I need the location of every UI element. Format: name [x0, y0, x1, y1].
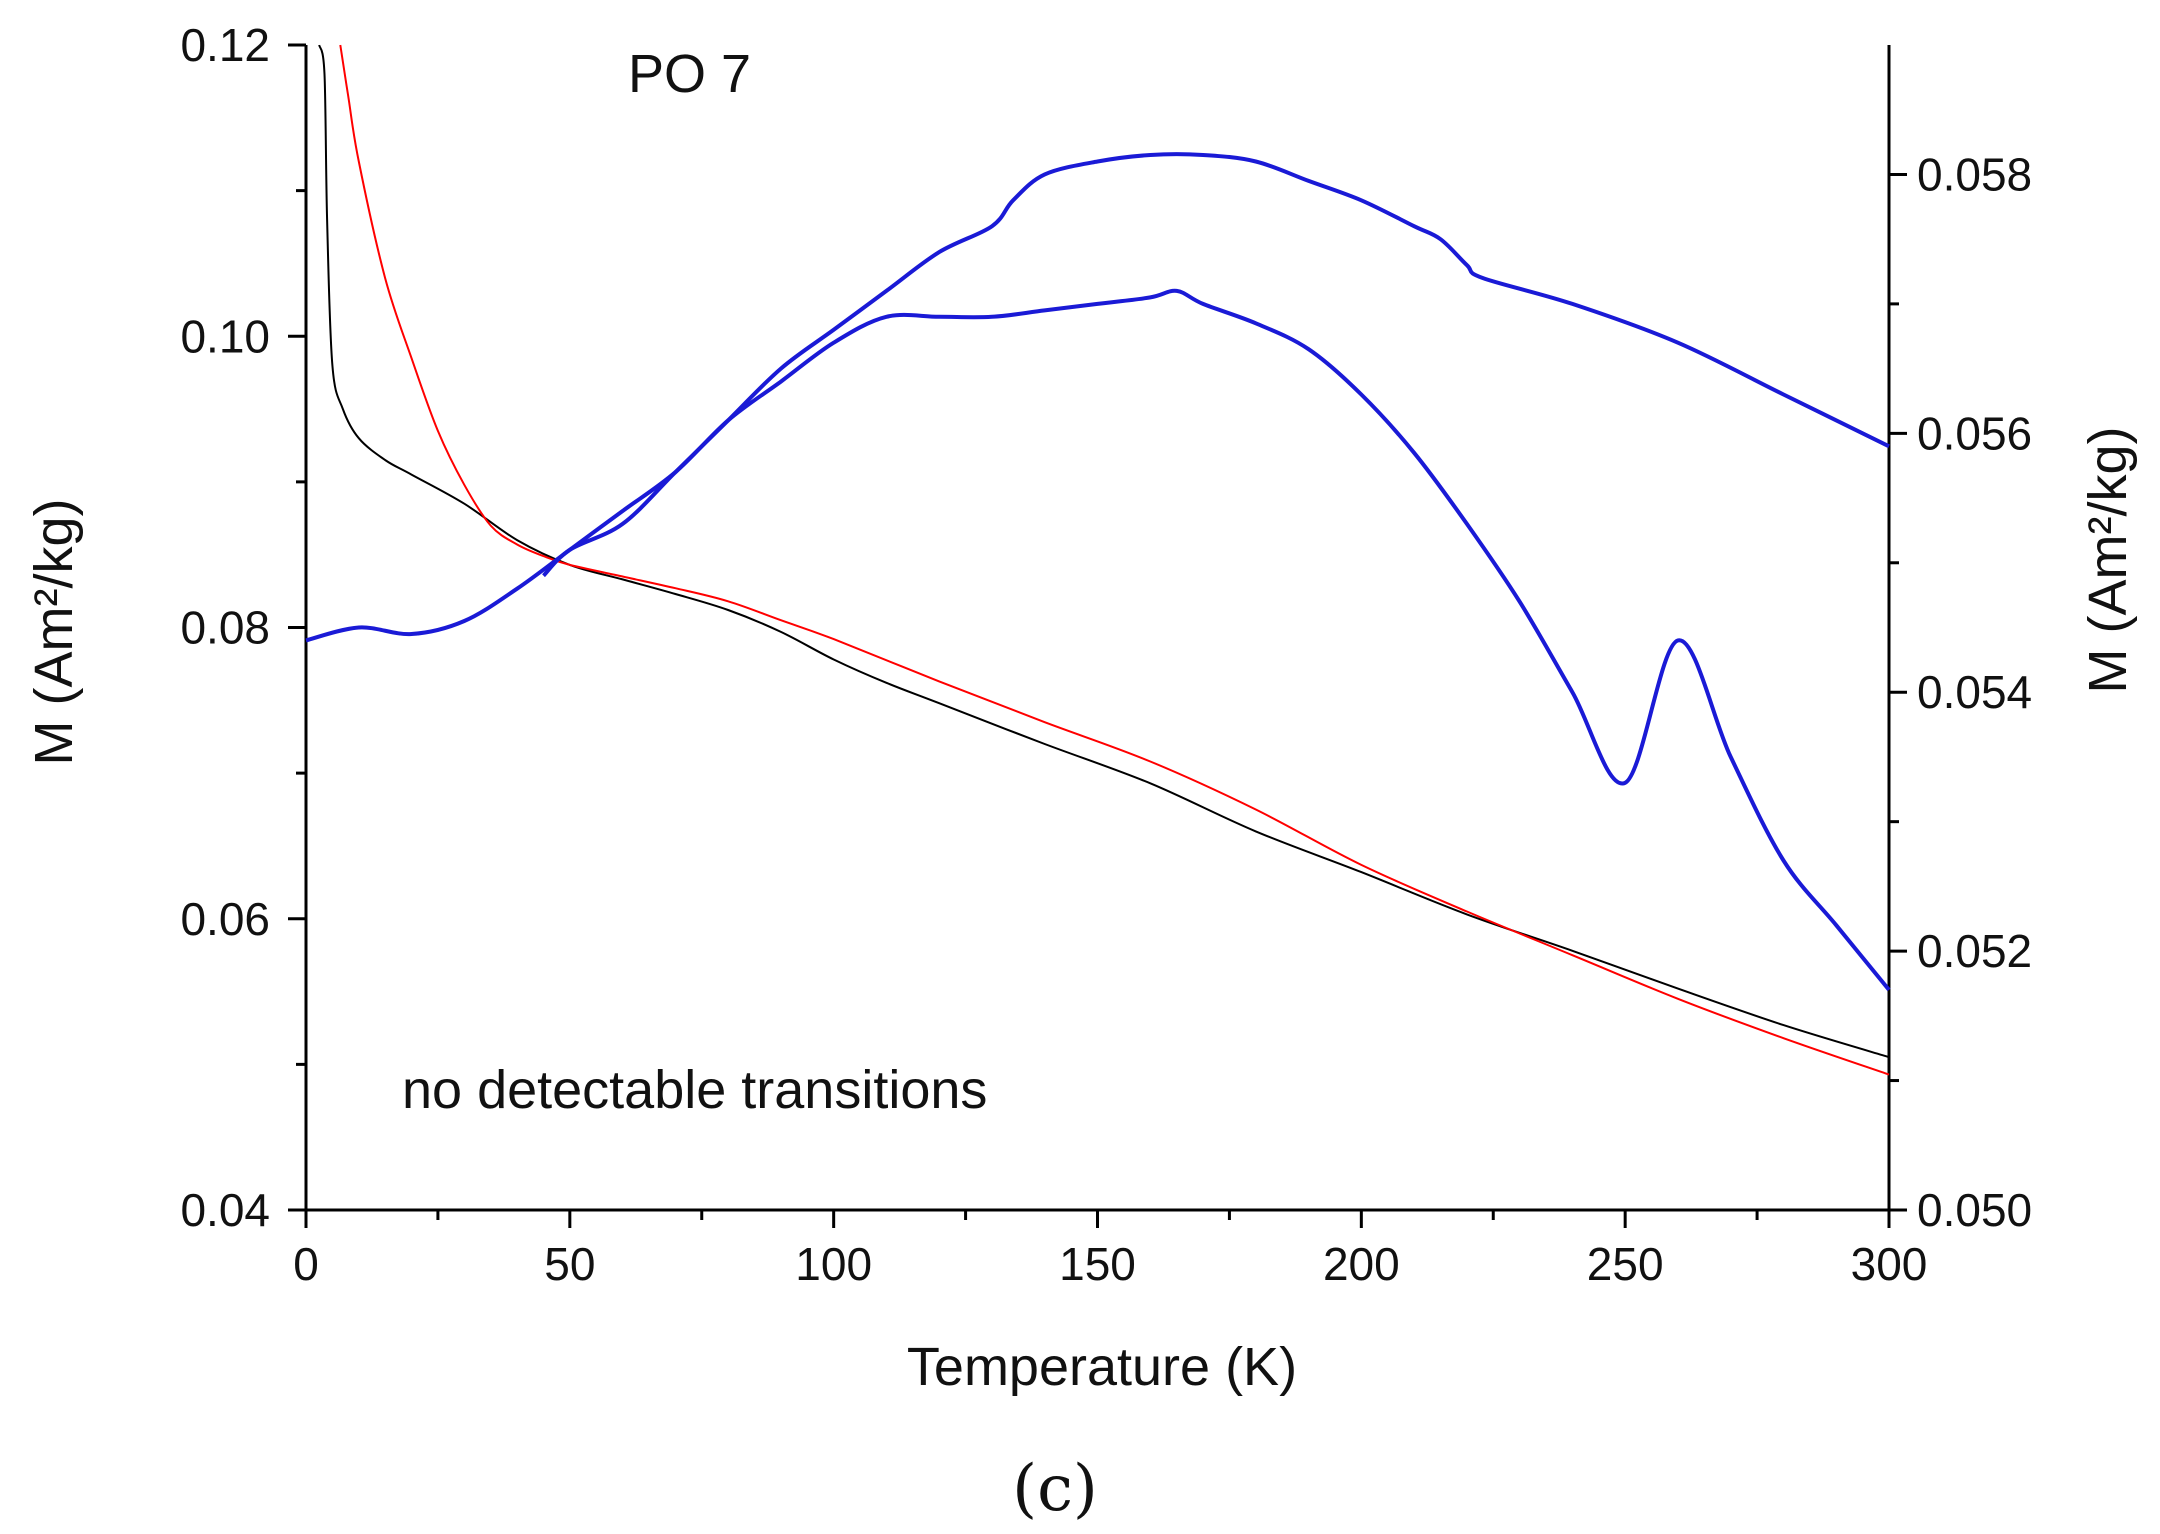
left-y-tick-label: 0.12: [180, 19, 270, 71]
plot-area: 0 50 100 150 200 250 300 0.040.060.080.100.12 …: [180, 19, 2032, 1290]
right-y-tick-label: 0.052: [1917, 925, 2032, 977]
left-axis-ticks: 0.04 0.06 0.08 0.10 0.12: [180, 19, 306, 1236]
series-line-1: [339, 44, 1890, 1076]
x-tick-label: 0: [293, 1238, 319, 1290]
left-y-axis-title: M (Am²/kg): [24, 499, 84, 766]
left-y-tick-label: 0.04: [180, 1184, 270, 1236]
series-line-0: [318, 44, 1890, 1059]
x-tick-label: 300: [1851, 1238, 1928, 1290]
x-tick-label: 100: [795, 1238, 872, 1290]
right-y-tick-label: 0.054: [1917, 666, 2032, 718]
left-y-tick-label: 0.06: [180, 893, 270, 945]
right-y-tick-label: 0.058: [1917, 148, 2032, 200]
right-y-tick-label: 0.050: [1917, 1184, 2032, 1236]
x-tick-label: 250: [1587, 1238, 1664, 1290]
series-line-3: [542, 152, 1890, 578]
chart-title: PO 7: [628, 44, 751, 104]
panel-label: (c): [1012, 1452, 1098, 1526]
right-y-axis-title: M (Am²/kg): [2078, 427, 2138, 694]
x-tick-label: 50: [544, 1238, 595, 1290]
series-layer: [305, 44, 1891, 1076]
right-y-tick-label: 0.056: [1917, 407, 2032, 459]
x-tick-label: 200: [1323, 1238, 1400, 1290]
series-line-2: [305, 288, 1891, 992]
x-axis-title: Temperature (K): [907, 1337, 1297, 1397]
chart-annotation: no detectable transitions: [402, 1060, 987, 1120]
x-tick-label: 150: [1059, 1238, 1136, 1290]
left-y-tick-label: 0.08: [180, 602, 270, 654]
right-axis-ticks: 0.050 0.052 0.054 0.056 0.058: [1889, 148, 2032, 1236]
x-axis-ticks: 0 50 100 150 200 250 300: [293, 1210, 1927, 1290]
left-y-tick-label: 0.10: [180, 310, 270, 362]
